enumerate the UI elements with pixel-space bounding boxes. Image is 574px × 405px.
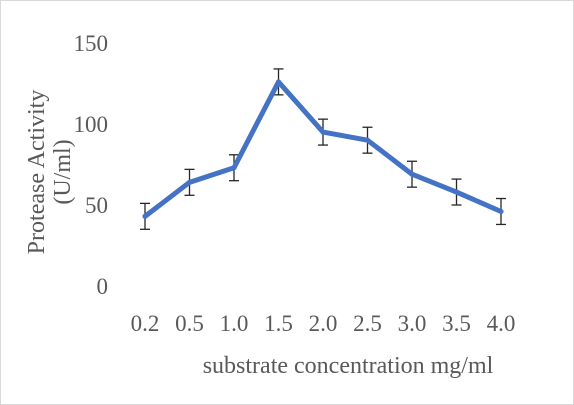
data-point [454,189,459,195]
x-tick-label: 2.0 [309,311,338,336]
y-axis-title: Protease Activity [24,90,50,255]
y-tick-label: 150 [74,31,109,56]
y-axis-title-unit: (U/ml) [50,139,76,204]
data-point [498,208,504,214]
data-point [231,165,237,171]
data-point [187,179,192,185]
y-axis-ticks: 0 50 100 150 [74,31,109,299]
x-tick-label: 0.5 [175,311,204,336]
x-tick-label: 0.2 [131,311,160,336]
x-tick-label: 3.5 [442,311,471,336]
y-tick-label: 0 [97,274,109,299]
x-axis-title: substrate concentration mg/ml [203,353,494,379]
x-axis-ticks: 0.2 0.5 1.0 1.5 2.0 2.5 3.0 3.5 4.0 [131,311,516,336]
data-point [320,129,326,135]
x-tick-label: 1.5 [264,311,293,336]
x-tick-label: 3.0 [398,311,427,336]
y-tick-label: 50 [85,193,108,218]
x-tick-label: 1.0 [220,311,249,336]
data-point [409,171,415,177]
y-tick-label: 100 [74,112,109,137]
series-layer [142,79,504,219]
x-tick-label: 4.0 [487,311,516,336]
data-point [276,79,281,85]
data-point [365,137,370,143]
data-point [142,213,148,219]
x-tick-label: 2.5 [353,311,382,336]
